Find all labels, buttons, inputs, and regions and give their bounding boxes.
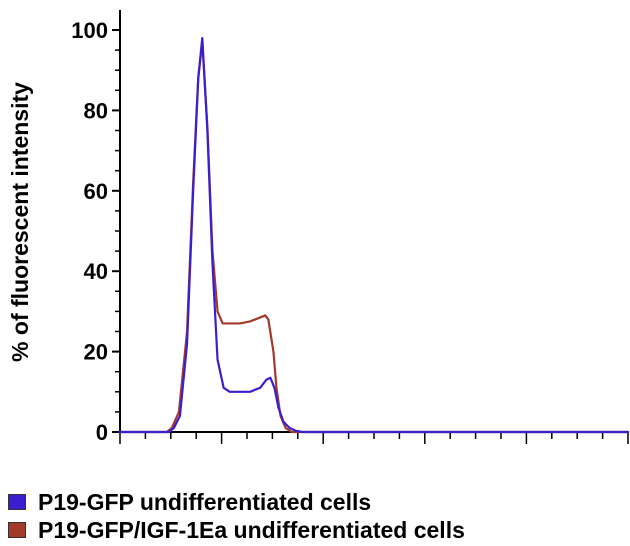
y-tick-label: 80 <box>84 98 108 123</box>
legend-item-p19-gfp: P19-GFP undifferentiated cells <box>8 488 465 516</box>
y-tick-label: 40 <box>84 259 108 284</box>
legend-label: P19-GFP/IGF-1Ea undifferentiated cells <box>38 516 465 543</box>
legend-swatch-blue <box>8 494 26 510</box>
y-axis-title: % of fluorescent intensity <box>7 82 33 362</box>
legend: P19-GFP undifferentiated cells P19-GFP/I… <box>8 488 465 544</box>
y-tick-label: 20 <box>84 340 108 365</box>
y-tick-label: 60 <box>84 179 108 204</box>
y-axis-title-group: % of fluorescent intensity <box>7 82 33 362</box>
y-axis: 0 20 40 60 80 100 <box>71 10 121 445</box>
legend-swatch-red <box>8 522 26 538</box>
legend-item-p19-gfp-igf: P19-GFP/IGF-1Ea undifferentiated cells <box>8 516 465 544</box>
histogram-chart: % of fluorescent intensity 0 20 40 60 80 100 <box>7 10 630 445</box>
y-tick-label: 0 <box>96 420 108 445</box>
series-layer <box>118 36 630 434</box>
series-line-gfp <box>118 36 630 434</box>
x-axis <box>119 431 629 444</box>
legend-label: P19-GFP undifferentiated cells <box>38 488 372 515</box>
y-tick-label: 100 <box>71 18 108 43</box>
